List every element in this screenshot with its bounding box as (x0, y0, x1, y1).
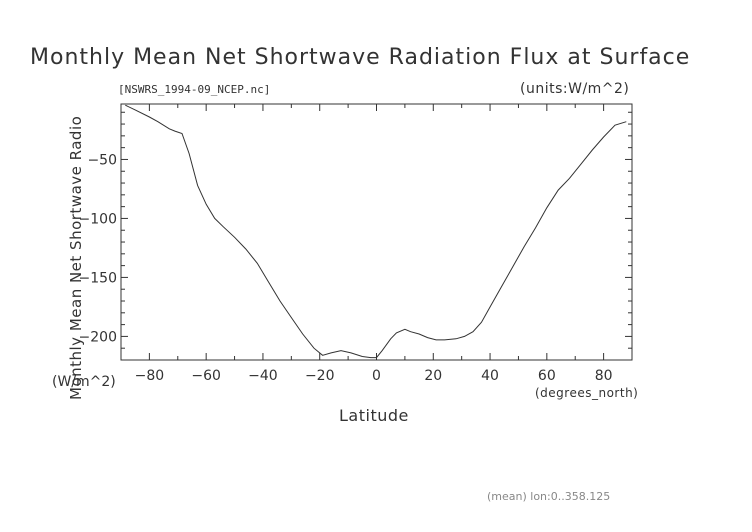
tick-labels: −80 −60 −40 −20 0 20 40 60 80−50−100−150−200 (79, 152, 613, 384)
x-tick-label: 0 (372, 368, 381, 384)
x-tick-label: 20 (424, 368, 442, 384)
y-axis-label: Monthly Mean Net Shortwave Radio (67, 115, 85, 400)
y-tick-label: −50 (87, 152, 117, 168)
series-line (125, 104, 627, 359)
y-tick-label: −150 (79, 270, 117, 286)
y-tick-label: −200 (79, 329, 117, 345)
x-axis-label: Latitude (339, 406, 409, 425)
axis-ticks (120, 104, 633, 360)
y-axis-units: (W/m^2) (52, 374, 116, 390)
x-tick-label: −40 (248, 368, 278, 384)
plot-frame (120, 103, 633, 361)
chart-title: Monthly Mean Net Shortwave Radiation Flu… (30, 45, 691, 70)
x-axis-units: (degrees_north) (535, 386, 639, 400)
chart-units: (units:W/m^2) (520, 81, 630, 97)
chart-subtitle: [NSWRS_1994-09_NCEP.nc] (118, 83, 271, 96)
x-tick-label: −80 (135, 368, 165, 384)
y-tick-label: −100 (79, 211, 117, 227)
footer-note: (mean) lon:0..358.125 (487, 490, 611, 503)
x-tick-label: 80 (595, 368, 613, 384)
x-tick-label: −20 (305, 368, 335, 384)
x-tick-label: 60 (538, 368, 556, 384)
x-tick-label: 40 (481, 368, 499, 384)
x-tick-label: −60 (191, 368, 221, 384)
